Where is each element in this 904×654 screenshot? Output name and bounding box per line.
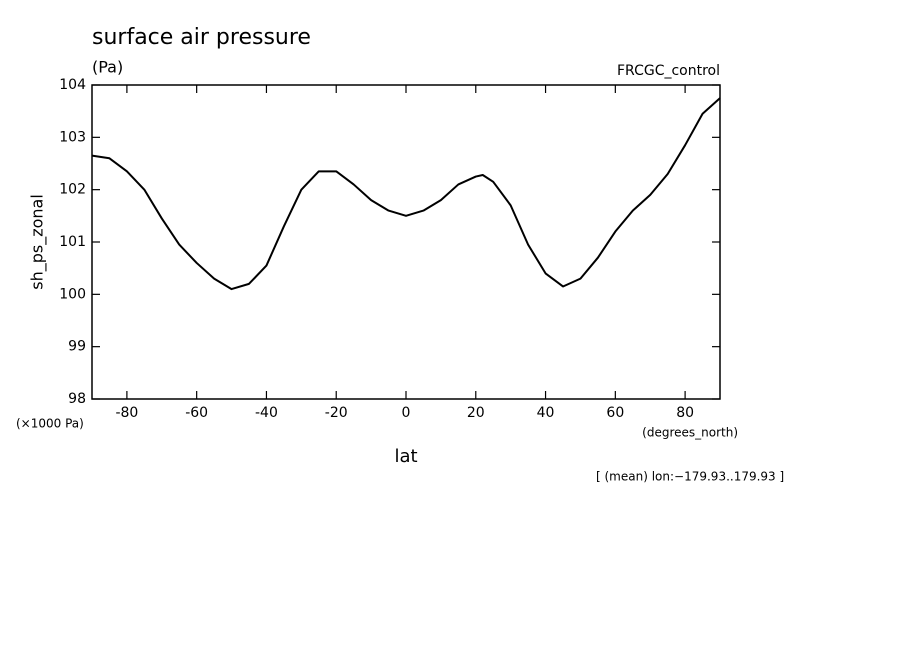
y-tick-label: 104 bbox=[59, 77, 86, 93]
x-tick-label: 60 bbox=[606, 405, 624, 421]
y-tick-label: 100 bbox=[59, 286, 86, 302]
y-tick-label: 103 bbox=[59, 129, 86, 145]
x-tick-label: 20 bbox=[467, 405, 485, 421]
y-tick-label: 98 bbox=[68, 391, 86, 407]
y-tick-label: 99 bbox=[68, 339, 86, 355]
x-tick-label: 80 bbox=[676, 405, 694, 421]
y-tick-label: 101 bbox=[59, 234, 86, 250]
x-tick-label: -60 bbox=[185, 405, 208, 421]
x-tick-label: -40 bbox=[255, 405, 278, 421]
data-line bbox=[91, 97, 721, 291]
annotation: FRCGC_control bbox=[617, 63, 720, 79]
x-axis-label: lat bbox=[394, 446, 417, 467]
x-unit: (degrees_north) bbox=[642, 426, 738, 440]
x-tick-label: 0 bbox=[402, 405, 411, 421]
y-unit: (×1000 Pa) bbox=[16, 417, 84, 431]
footnote: [ (mean) lon:−179.93..179.93 ] bbox=[596, 470, 784, 484]
y-tick-label: 102 bbox=[59, 182, 86, 198]
y-axis-label: sh_ps_zonal bbox=[28, 194, 48, 290]
chart-title: surface air pressure bbox=[92, 25, 311, 50]
x-tick-label: -80 bbox=[115, 405, 138, 421]
x-tick-label: 40 bbox=[537, 405, 555, 421]
subtitle: (Pa) bbox=[92, 58, 123, 77]
x-tick-label: -20 bbox=[325, 405, 348, 421]
